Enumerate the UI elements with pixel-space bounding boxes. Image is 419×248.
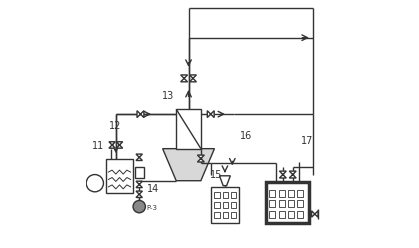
Polygon shape: [220, 176, 230, 186]
Bar: [279, 190, 285, 196]
Polygon shape: [189, 75, 197, 82]
Bar: [297, 211, 303, 218]
Bar: [135, 167, 144, 178]
Bar: [288, 211, 294, 218]
Polygon shape: [289, 171, 296, 178]
Bar: [279, 211, 285, 218]
Text: 12: 12: [109, 121, 122, 131]
Polygon shape: [109, 142, 115, 148]
Text: 16: 16: [241, 131, 253, 141]
Polygon shape: [312, 211, 318, 217]
Polygon shape: [197, 155, 204, 162]
Circle shape: [133, 200, 145, 213]
Text: 13: 13: [162, 91, 174, 101]
Polygon shape: [116, 142, 123, 148]
Bar: [222, 202, 228, 208]
Text: 11: 11: [92, 141, 105, 151]
Polygon shape: [136, 181, 142, 188]
Polygon shape: [136, 154, 142, 160]
Text: 14: 14: [147, 184, 159, 194]
Bar: [215, 202, 220, 208]
Polygon shape: [137, 111, 144, 118]
Bar: [106, 158, 133, 193]
Polygon shape: [279, 171, 286, 178]
Bar: [215, 212, 220, 218]
Polygon shape: [207, 111, 214, 118]
Bar: [297, 190, 303, 196]
Bar: [269, 190, 275, 196]
Bar: [211, 187, 239, 223]
Bar: [297, 200, 303, 207]
Bar: [231, 202, 236, 208]
Polygon shape: [181, 75, 188, 82]
Bar: [231, 212, 236, 218]
Bar: [266, 182, 309, 223]
Bar: [288, 200, 294, 207]
Bar: [269, 211, 275, 218]
Bar: [222, 192, 228, 198]
Text: P-3: P-3: [146, 205, 157, 211]
Bar: [288, 190, 294, 196]
Text: 17: 17: [301, 136, 313, 146]
Bar: [176, 109, 201, 149]
Bar: [279, 200, 285, 207]
Bar: [222, 212, 228, 218]
Bar: [269, 200, 275, 207]
Text: 15: 15: [210, 170, 222, 180]
Bar: [231, 192, 236, 198]
Polygon shape: [163, 149, 215, 181]
Polygon shape: [136, 191, 142, 197]
Bar: [215, 192, 220, 198]
